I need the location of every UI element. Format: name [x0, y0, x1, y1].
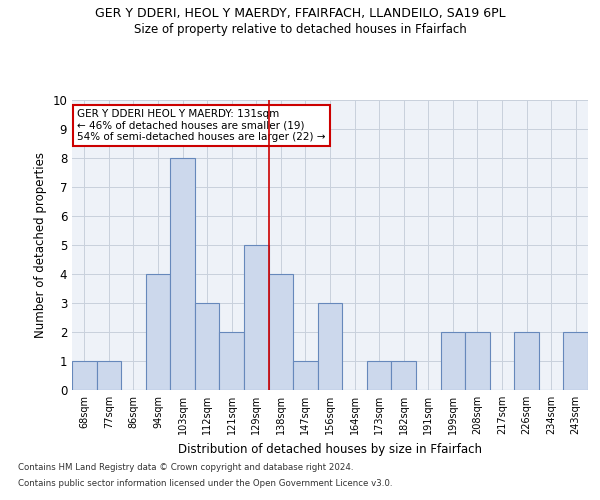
Bar: [440, 332, 465, 390]
Text: GER Y DDERI HEOL Y MAERDY: 131sqm
← 46% of detached houses are smaller (19)
54% : GER Y DDERI HEOL Y MAERDY: 131sqm ← 46% …: [77, 108, 326, 142]
Bar: [563, 332, 588, 390]
Text: Contains public sector information licensed under the Open Government Licence v3: Contains public sector information licen…: [18, 478, 392, 488]
Bar: [318, 303, 342, 390]
Bar: [146, 274, 170, 390]
Text: GER Y DDERI, HEOL Y MAERDY, FFAIRFACH, LLANDEILO, SA19 6PL: GER Y DDERI, HEOL Y MAERDY, FFAIRFACH, L…: [95, 8, 505, 20]
Bar: [269, 274, 293, 390]
Text: Size of property relative to detached houses in Ffairfach: Size of property relative to detached ho…: [134, 22, 466, 36]
Bar: [220, 332, 244, 390]
Bar: [391, 361, 416, 390]
Bar: [465, 332, 490, 390]
Bar: [514, 332, 539, 390]
Y-axis label: Number of detached properties: Number of detached properties: [34, 152, 47, 338]
Bar: [367, 361, 391, 390]
Bar: [244, 245, 269, 390]
Bar: [72, 361, 97, 390]
Text: Contains HM Land Registry data © Crown copyright and database right 2024.: Contains HM Land Registry data © Crown c…: [18, 464, 353, 472]
Bar: [170, 158, 195, 390]
Bar: [293, 361, 318, 390]
Bar: [195, 303, 220, 390]
Text: Distribution of detached houses by size in Ffairfach: Distribution of detached houses by size …: [178, 442, 482, 456]
Bar: [97, 361, 121, 390]
